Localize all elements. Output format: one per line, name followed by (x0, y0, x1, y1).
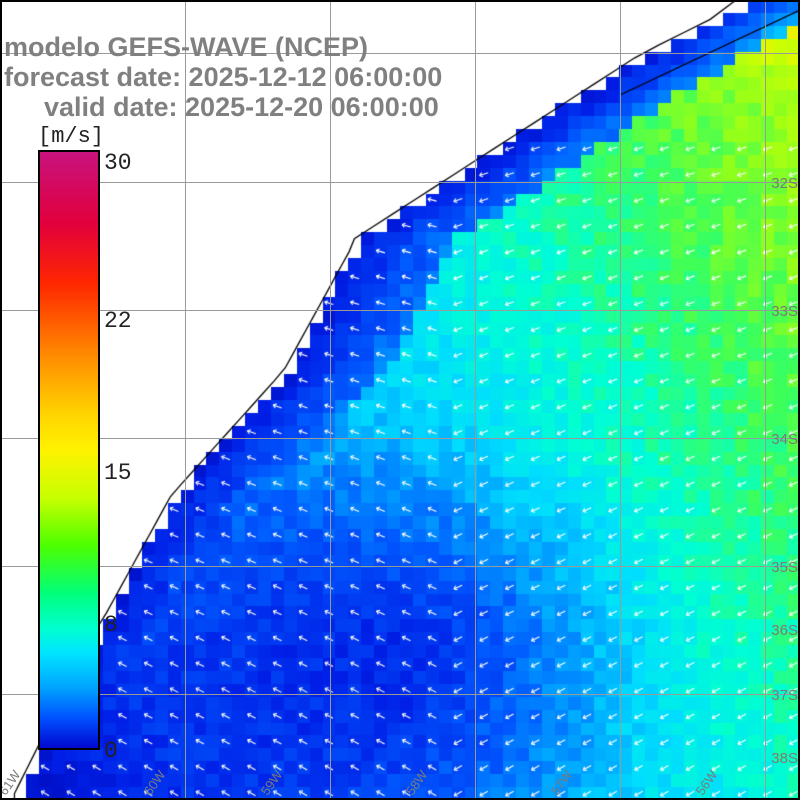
colorbar-gradient-swatch (38, 150, 100, 750)
colorbar-gradient (38, 150, 100, 750)
wind-speed-field-canvas (0, 0, 800, 800)
wave-map-screenshot: 32S 33S 34S 35S 36S 37S 38S 61W 60W 59W … (0, 0, 800, 800)
